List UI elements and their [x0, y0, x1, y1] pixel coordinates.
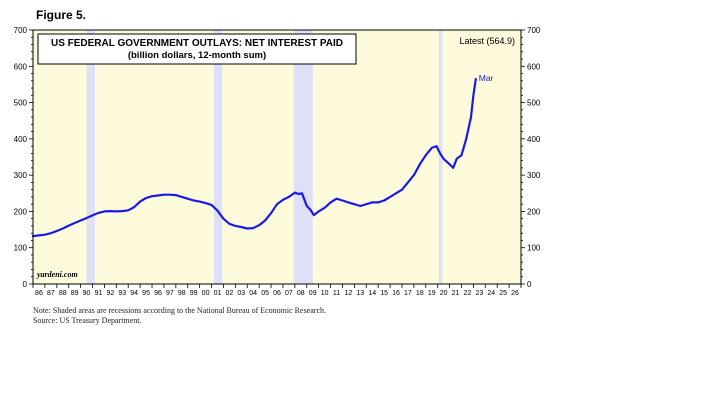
x-tick-label: 13 [356, 290, 364, 297]
x-tick-label: 06 [273, 290, 281, 297]
x-tick-label: 10 [321, 290, 329, 297]
y-tick-label-right: 700 [527, 26, 541, 35]
x-tick-label: 99 [190, 290, 198, 297]
y-tick-label-left: 700 [14, 26, 28, 35]
chart-title: US FEDERAL GOVERNMENT OUTLAYS: NET INTER… [51, 38, 343, 49]
recession-bands [86, 30, 443, 284]
recession-band [293, 30, 313, 284]
recession-band [86, 30, 95, 284]
x-tick-label: 07 [285, 290, 293, 297]
title-box: US FEDERAL GOVERNMENT OUTLAYS: NET INTER… [37, 33, 357, 65]
x-tick-label: 17 [404, 290, 412, 297]
x-tick-label: 24 [487, 290, 495, 297]
x-tick-label: 87 [47, 290, 55, 297]
x-tick-label: 09 [309, 290, 317, 297]
y-tick-label-right: 100 [527, 244, 541, 253]
y-tick-label-left: 0 [23, 280, 28, 289]
x-tick-label: 02 [225, 290, 233, 297]
y-tick-label-right: 200 [527, 207, 541, 216]
watermark: yardeni.com [36, 270, 78, 279]
x-tick-label: 97 [166, 290, 174, 297]
x-tick-label: 12 [345, 290, 353, 297]
x-tick-label: 08 [297, 290, 305, 297]
series-line [31, 77, 477, 238]
x-tick-label: 19 [428, 290, 436, 297]
note-recessions: Note: Shaded areas are recessions accord… [33, 306, 326, 315]
note-source: Source: US Treasury Department. [33, 316, 142, 325]
x-tick-label: 14 [368, 290, 376, 297]
x-tick-label: 00 [202, 290, 210, 297]
x-tick-label: 01 [214, 290, 222, 297]
title-box-border [37, 33, 357, 65]
y-tick-label-right: 600 [527, 62, 541, 71]
x-tick-label: 96 [154, 290, 162, 297]
x-tick-label: 21 [452, 290, 460, 297]
x-tick-label: 16 [392, 290, 400, 297]
x-tick-label: 88 [59, 290, 67, 297]
x-tick-label: 22 [464, 290, 472, 297]
plot-background [33, 30, 521, 284]
x-tick-label: 26 [511, 290, 519, 297]
y-tick-label-left: 100 [14, 244, 28, 253]
x-tick-label: 05 [261, 290, 269, 297]
x-tick-label: 93 [118, 290, 126, 297]
plot-frame [32, 29, 522, 285]
x-tick-label: 25 [499, 290, 507, 297]
x-tick-label: 86 [35, 290, 43, 297]
notes: Note: Shaded areas are recessions accord… [33, 306, 326, 326]
y-tick-label-right: 300 [527, 171, 541, 180]
x-tick-label: 18 [416, 290, 424, 297]
x-tick-label: 23 [475, 290, 483, 297]
x-tick-label: 04 [249, 290, 257, 297]
chart-subtitle: (billion dollars, 12-month sum) [128, 50, 266, 61]
x-tick-label: 89 [71, 290, 79, 297]
latest-value-label: Latest (564.9) [459, 36, 515, 46]
recession-band [213, 30, 223, 284]
y-tick-label-right: 0 [527, 280, 532, 289]
y-tick-label-left: 400 [14, 135, 28, 144]
x-tick-label: 90 [83, 290, 91, 297]
x-tick-label: 94 [130, 290, 138, 297]
figure-label: Figure 5. [36, 8, 87, 22]
y-tick-label-left: 200 [14, 207, 28, 216]
x-tick-label: 15 [380, 290, 388, 297]
recession-band [438, 30, 443, 284]
x-tick-label: 91 [95, 290, 103, 297]
y-tick-label-right: 400 [527, 135, 541, 144]
series-end-label: Mar [479, 73, 494, 83]
y-tick-label-left: 500 [14, 99, 28, 108]
x-tick-label: 20 [440, 290, 448, 297]
y-tick-label-left: 300 [14, 171, 28, 180]
x-tick-label: 03 [237, 290, 245, 297]
y-tick-label-left: 600 [14, 62, 28, 71]
x-tick-label: 98 [178, 290, 186, 297]
x-tick-label: 95 [142, 290, 150, 297]
x-tick-label: 92 [106, 290, 114, 297]
x-tick-label: 11 [333, 290, 340, 297]
y-tick-label-right: 500 [527, 99, 541, 108]
